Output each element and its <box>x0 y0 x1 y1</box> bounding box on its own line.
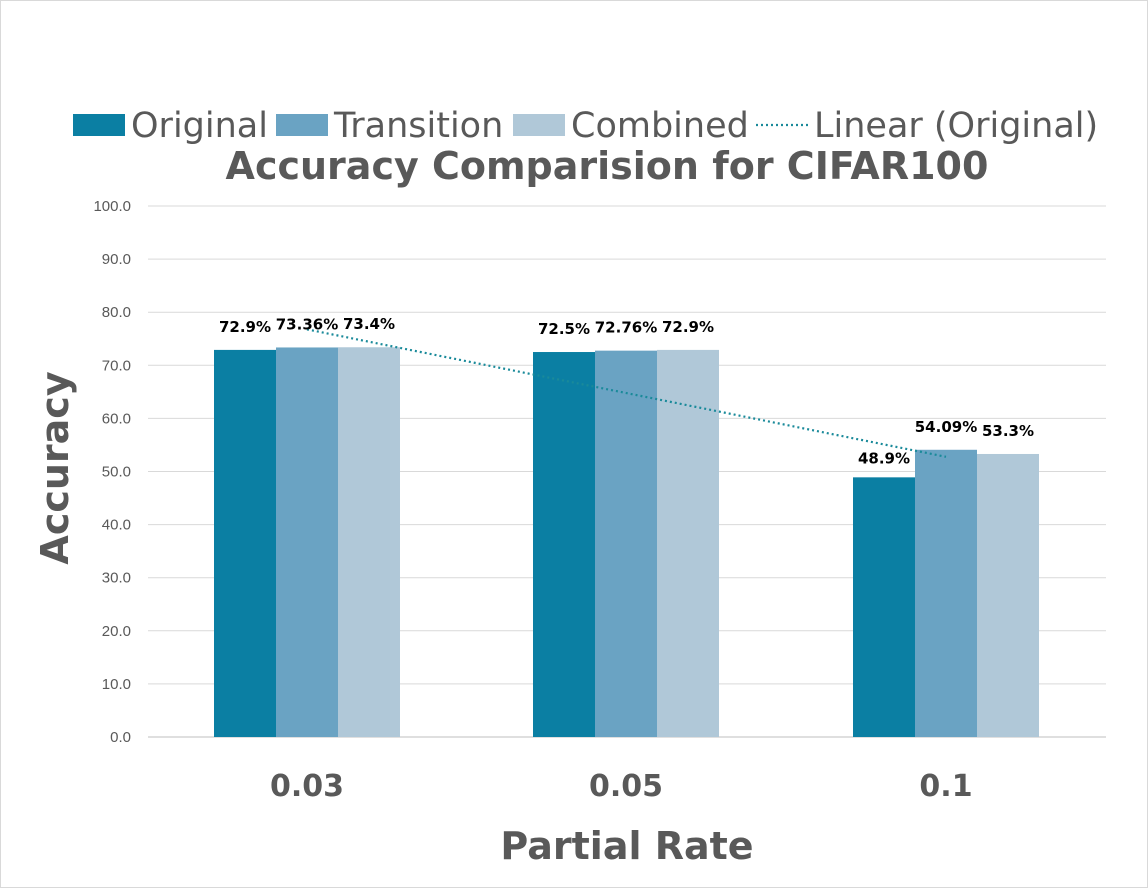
y-tick-label: 100.0 <box>93 198 131 215</box>
x-axis-title: Partial Rate <box>500 824 753 868</box>
legend-swatch <box>73 114 125 136</box>
y-axis-title: Accuracy <box>33 371 77 564</box>
y-tick-label: 30.0 <box>102 570 131 587</box>
data-label: 72.5% <box>538 320 590 338</box>
data-label: 72.9% <box>662 318 714 336</box>
legend-item: Linear (Original) <box>756 106 1098 146</box>
y-tick-label: 20.0 <box>102 623 131 640</box>
data-label: 53.3% <box>982 422 1034 440</box>
data-label: 72.76% <box>595 319 657 337</box>
legend-label: Linear (Original) <box>814 106 1098 146</box>
legend-label: Original <box>131 106 268 146</box>
bars <box>214 347 1039 737</box>
trendline-group <box>306 328 947 458</box>
y-axis-ticks: 0.0 10.0 20.0 30.0 40.0 50.0 60.0 70.0 80.0 90.0 1… <box>93 198 131 746</box>
data-label: 54.09% <box>915 418 977 436</box>
bar-transition-0.1 <box>915 449 977 737</box>
bar-original-0.03 <box>214 349 276 737</box>
bar-original-0.1 <box>853 477 915 737</box>
legend-item: Original <box>73 106 268 146</box>
y-tick-label: 10.0 <box>102 676 131 693</box>
x-tick-label: 0.05 <box>589 769 663 804</box>
y-tick-label: 70.0 <box>102 357 131 374</box>
y-tick-label: 60.0 <box>102 410 131 427</box>
legend-swatch <box>276 114 328 136</box>
bar-transition-0.03 <box>276 347 338 737</box>
x-tick-label: 0.1 <box>919 769 972 804</box>
data-label: 72.9% <box>219 318 271 336</box>
bar-combined-0.03 <box>338 347 400 737</box>
chart-title: Accuracy Comparision for CIFAR100 <box>226 144 989 188</box>
legend-item: Combined <box>513 106 749 146</box>
data-label: 73.4% <box>343 315 395 333</box>
legend-label: Transition <box>333 106 503 146</box>
trendline <box>306 328 947 458</box>
bar-original-0.05 <box>533 352 595 737</box>
y-tick-label: 50.0 <box>102 464 131 481</box>
y-tick-label: 90.0 <box>102 251 131 268</box>
legend-label: Combined <box>571 106 749 146</box>
bar-transition-0.05 <box>595 350 657 737</box>
data-labels: 72.9% 72.5% 48.9% 73.36% 72.76% 54.09% 73.4% 72… <box>219 315 1034 467</box>
legend: Original Transition Combined Linear (Origin… <box>73 106 1098 146</box>
legend-item: Transition <box>276 106 503 146</box>
legend-swatch <box>513 114 565 136</box>
y-tick-label: 40.0 <box>102 517 131 534</box>
y-tick-label: 80.0 <box>102 304 131 321</box>
data-label: 73.36% <box>276 315 338 333</box>
y-tick-label: 0.0 <box>110 729 131 746</box>
data-label: 48.9% <box>858 449 910 467</box>
bar-combined-0.05 <box>657 349 719 737</box>
x-tick-label: 0.03 <box>270 769 344 804</box>
bar-combined-0.1 <box>977 453 1039 737</box>
x-axis-ticks: 0.03 0.05 0.1 <box>270 769 973 804</box>
